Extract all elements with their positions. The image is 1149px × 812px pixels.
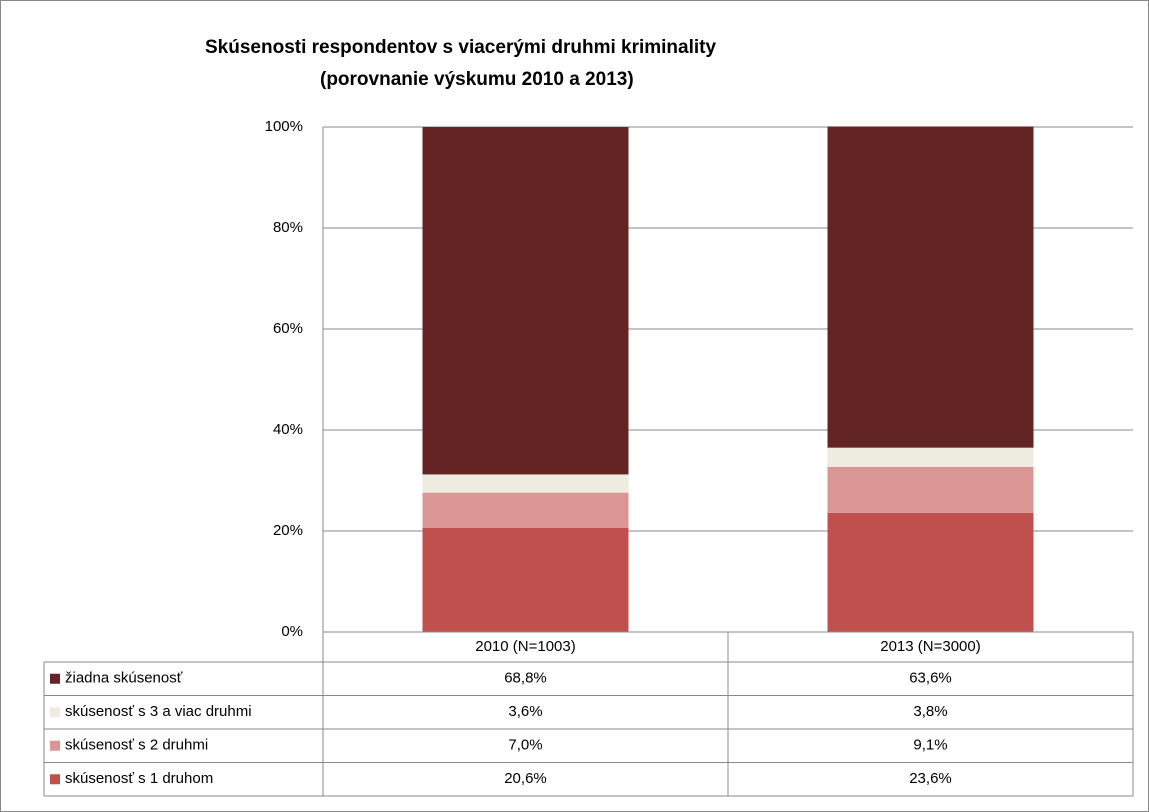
- legend-label: skúsenosť s 2 druhmi: [65, 737, 208, 754]
- y-tick-label: 100%: [265, 118, 303, 135]
- table-value: 20,6%: [504, 770, 547, 787]
- table-value: 23,6%: [909, 770, 952, 787]
- table-value: 3,6%: [508, 703, 542, 720]
- y-tick-label: 20%: [273, 522, 303, 539]
- bar-segment: [422, 492, 629, 528]
- bar-segment: [422, 527, 629, 632]
- legend-swatch: [50, 774, 60, 785]
- table-value: 7,0%: [508, 737, 542, 754]
- chart-title: Skúsenosti respondentov s viacerými druh…: [205, 37, 716, 58]
- bar-segment: [827, 447, 1034, 467]
- legend-label: skúsenosť s 3 a viac druhmi: [65, 703, 252, 720]
- chart-title: (porovnanie výskumu 2010 a 2013): [320, 69, 634, 90]
- table-value: 68,8%: [504, 670, 547, 687]
- x-tick-label: 2010 (N=1003): [475, 638, 576, 655]
- bar-segment: [827, 466, 1034, 513]
- y-tick-label: 0%: [281, 623, 303, 640]
- table-value: 63,6%: [909, 670, 952, 687]
- legend-label: skúsenosť s 1 druhom: [65, 770, 213, 787]
- bar-segment: [422, 127, 629, 475]
- y-tick-label: 60%: [273, 320, 303, 337]
- legend-swatch: [50, 740, 60, 751]
- legend-label: žiadna skúsenosť: [65, 670, 183, 687]
- legend-swatch: [50, 707, 60, 718]
- bar-segment: [422, 474, 629, 493]
- table-value: 3,8%: [913, 703, 947, 720]
- y-tick-label: 40%: [273, 421, 303, 438]
- bar-segment: [827, 512, 1034, 632]
- bar-segment: [827, 126, 1034, 448]
- x-tick-label: 2013 (N=3000): [880, 638, 981, 655]
- table-value: 9,1%: [913, 737, 947, 754]
- legend-swatch: [50, 673, 60, 684]
- y-tick-label: 80%: [273, 219, 303, 236]
